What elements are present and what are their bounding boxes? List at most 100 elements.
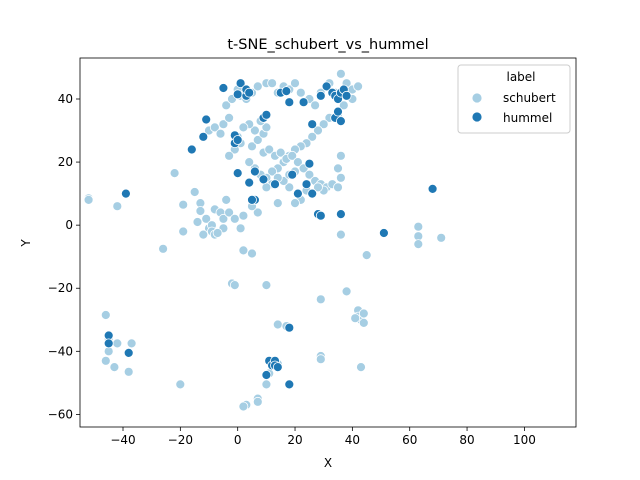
point-hummel bbox=[287, 169, 298, 180]
point-schubert bbox=[318, 119, 329, 130]
x-tick-label: 60 bbox=[402, 433, 417, 447]
point-schubert bbox=[224, 150, 235, 161]
point-hummel bbox=[284, 379, 295, 390]
point-schubert bbox=[158, 243, 169, 254]
point-schubert bbox=[169, 168, 180, 179]
point-hummel bbox=[292, 188, 303, 199]
point-hummel bbox=[232, 168, 243, 179]
point-schubert bbox=[338, 100, 349, 111]
x-tick-label: 0 bbox=[234, 433, 242, 447]
point-hummel bbox=[261, 370, 272, 380]
point-schubert bbox=[275, 147, 286, 158]
point-hummel bbox=[249, 166, 260, 177]
point-schubert bbox=[192, 217, 203, 227]
point-hummel bbox=[272, 362, 283, 373]
point-hummel bbox=[261, 109, 272, 120]
point-schubert bbox=[112, 201, 123, 212]
x-tick-label: 100 bbox=[513, 433, 536, 447]
legend-label-schubert: schubert bbox=[503, 91, 556, 105]
point-schubert bbox=[229, 280, 240, 291]
x-tick-label: 40 bbox=[345, 433, 360, 447]
point-schubert bbox=[358, 317, 369, 328]
point-schubert bbox=[267, 166, 278, 177]
point-schubert bbox=[310, 100, 321, 111]
point-hummel bbox=[244, 177, 255, 188]
point-schubert bbox=[272, 198, 283, 209]
point-hummel bbox=[244, 87, 255, 98]
point-schubert bbox=[209, 122, 220, 133]
point-schubert bbox=[264, 144, 275, 155]
point-schubert bbox=[109, 362, 120, 373]
point-schubert bbox=[292, 157, 303, 168]
point-hummel bbox=[307, 188, 318, 199]
y-tick-label: −60 bbox=[48, 407, 73, 421]
point-hummel bbox=[258, 174, 269, 185]
point-schubert bbox=[249, 125, 260, 136]
point-schubert bbox=[229, 213, 240, 224]
point-schubert bbox=[313, 182, 323, 193]
point-schubert bbox=[252, 207, 263, 218]
point-hummel bbox=[301, 179, 312, 190]
point-schubert bbox=[215, 128, 226, 139]
y-axis-label: Y bbox=[19, 239, 33, 248]
point-schubert bbox=[436, 232, 447, 243]
point-schubert bbox=[218, 213, 229, 224]
point-schubert bbox=[356, 362, 366, 373]
point-schubert bbox=[224, 113, 235, 123]
point-hummel bbox=[270, 179, 280, 190]
y-tick-label: −40 bbox=[48, 344, 73, 358]
plot-area bbox=[79, 57, 577, 428]
point-schubert bbox=[238, 401, 249, 412]
point-schubert bbox=[315, 294, 326, 305]
point-schubert bbox=[100, 355, 111, 366]
point-schubert bbox=[112, 338, 123, 349]
point-schubert bbox=[224, 207, 235, 218]
point-schubert bbox=[247, 248, 257, 259]
point-hummel bbox=[304, 158, 315, 169]
y-tick-label: 0 bbox=[65, 218, 73, 232]
point-hummel bbox=[232, 135, 243, 145]
x-tick-label: −40 bbox=[110, 433, 135, 447]
point-schubert bbox=[307, 131, 318, 142]
point-hummel bbox=[281, 86, 292, 96]
point-schubert bbox=[333, 163, 343, 174]
point-schubert bbox=[290, 78, 300, 89]
point-schubert bbox=[123, 366, 134, 377]
point-schubert bbox=[175, 379, 186, 390]
point-schubert bbox=[413, 239, 424, 250]
point-hummel bbox=[232, 89, 243, 100]
y-tick-label: 40 bbox=[58, 92, 73, 106]
point-hummel bbox=[315, 90, 326, 101]
point-hummel bbox=[121, 188, 131, 199]
point-schubert bbox=[178, 199, 189, 210]
point-schubert bbox=[313, 125, 323, 136]
legend: label schubert hummel bbox=[457, 64, 571, 134]
x-axis: −40 −20 0 20 40 60 80 100 bbox=[110, 427, 536, 447]
x-tick-label: −20 bbox=[168, 433, 193, 447]
point-schubert bbox=[178, 226, 189, 237]
point-hummel bbox=[123, 347, 134, 358]
legend-title: label bbox=[506, 70, 535, 84]
point-schubert bbox=[221, 194, 232, 205]
y-tick-label: −20 bbox=[48, 281, 73, 295]
point-schubert bbox=[195, 206, 206, 216]
point-schubert bbox=[413, 221, 424, 232]
point-schubert bbox=[83, 194, 94, 205]
point-schubert bbox=[252, 396, 263, 407]
point-schubert bbox=[221, 100, 232, 111]
axes-frame bbox=[79, 57, 577, 428]
x-tick-label: 80 bbox=[459, 433, 474, 447]
point-schubert bbox=[304, 169, 315, 180]
point-hummel bbox=[321, 81, 332, 92]
legend-marker-hummel bbox=[471, 111, 483, 123]
point-hummel bbox=[284, 322, 295, 333]
point-schubert bbox=[350, 313, 361, 324]
point-hummel bbox=[218, 83, 229, 93]
point-hummel bbox=[247, 194, 257, 205]
point-hummel bbox=[298, 97, 309, 108]
point-hummel bbox=[378, 228, 389, 238]
point-schubert bbox=[335, 172, 346, 183]
point-schubert bbox=[252, 81, 263, 92]
point-schubert bbox=[315, 354, 326, 365]
point-schubert bbox=[361, 250, 372, 261]
